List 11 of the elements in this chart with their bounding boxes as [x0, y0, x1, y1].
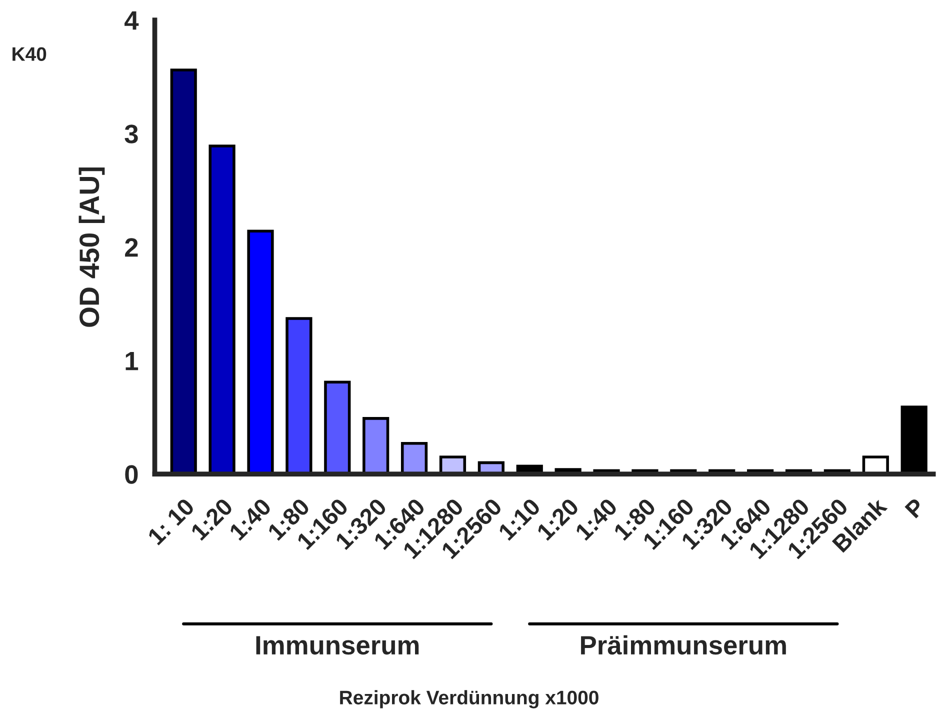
text: Reziprok Verdünnung x1000 [340, 690, 598, 708]
y-tick-label: 2 [125, 238, 138, 257]
y-tick-label: 1 [126, 352, 138, 370]
text: Präimmunserum [581, 635, 786, 655]
text: Immunserum [256, 636, 419, 655]
x-tick-label: P [904, 497, 926, 518]
y-tick-label: 0 [125, 465, 138, 484]
y-tick-label: 3 [124, 124, 138, 144]
y-axis-title: OD 450 [AU] [78, 168, 105, 327]
y-tick-label: 4 [124, 11, 139, 30]
text: K40 [12, 47, 46, 61]
